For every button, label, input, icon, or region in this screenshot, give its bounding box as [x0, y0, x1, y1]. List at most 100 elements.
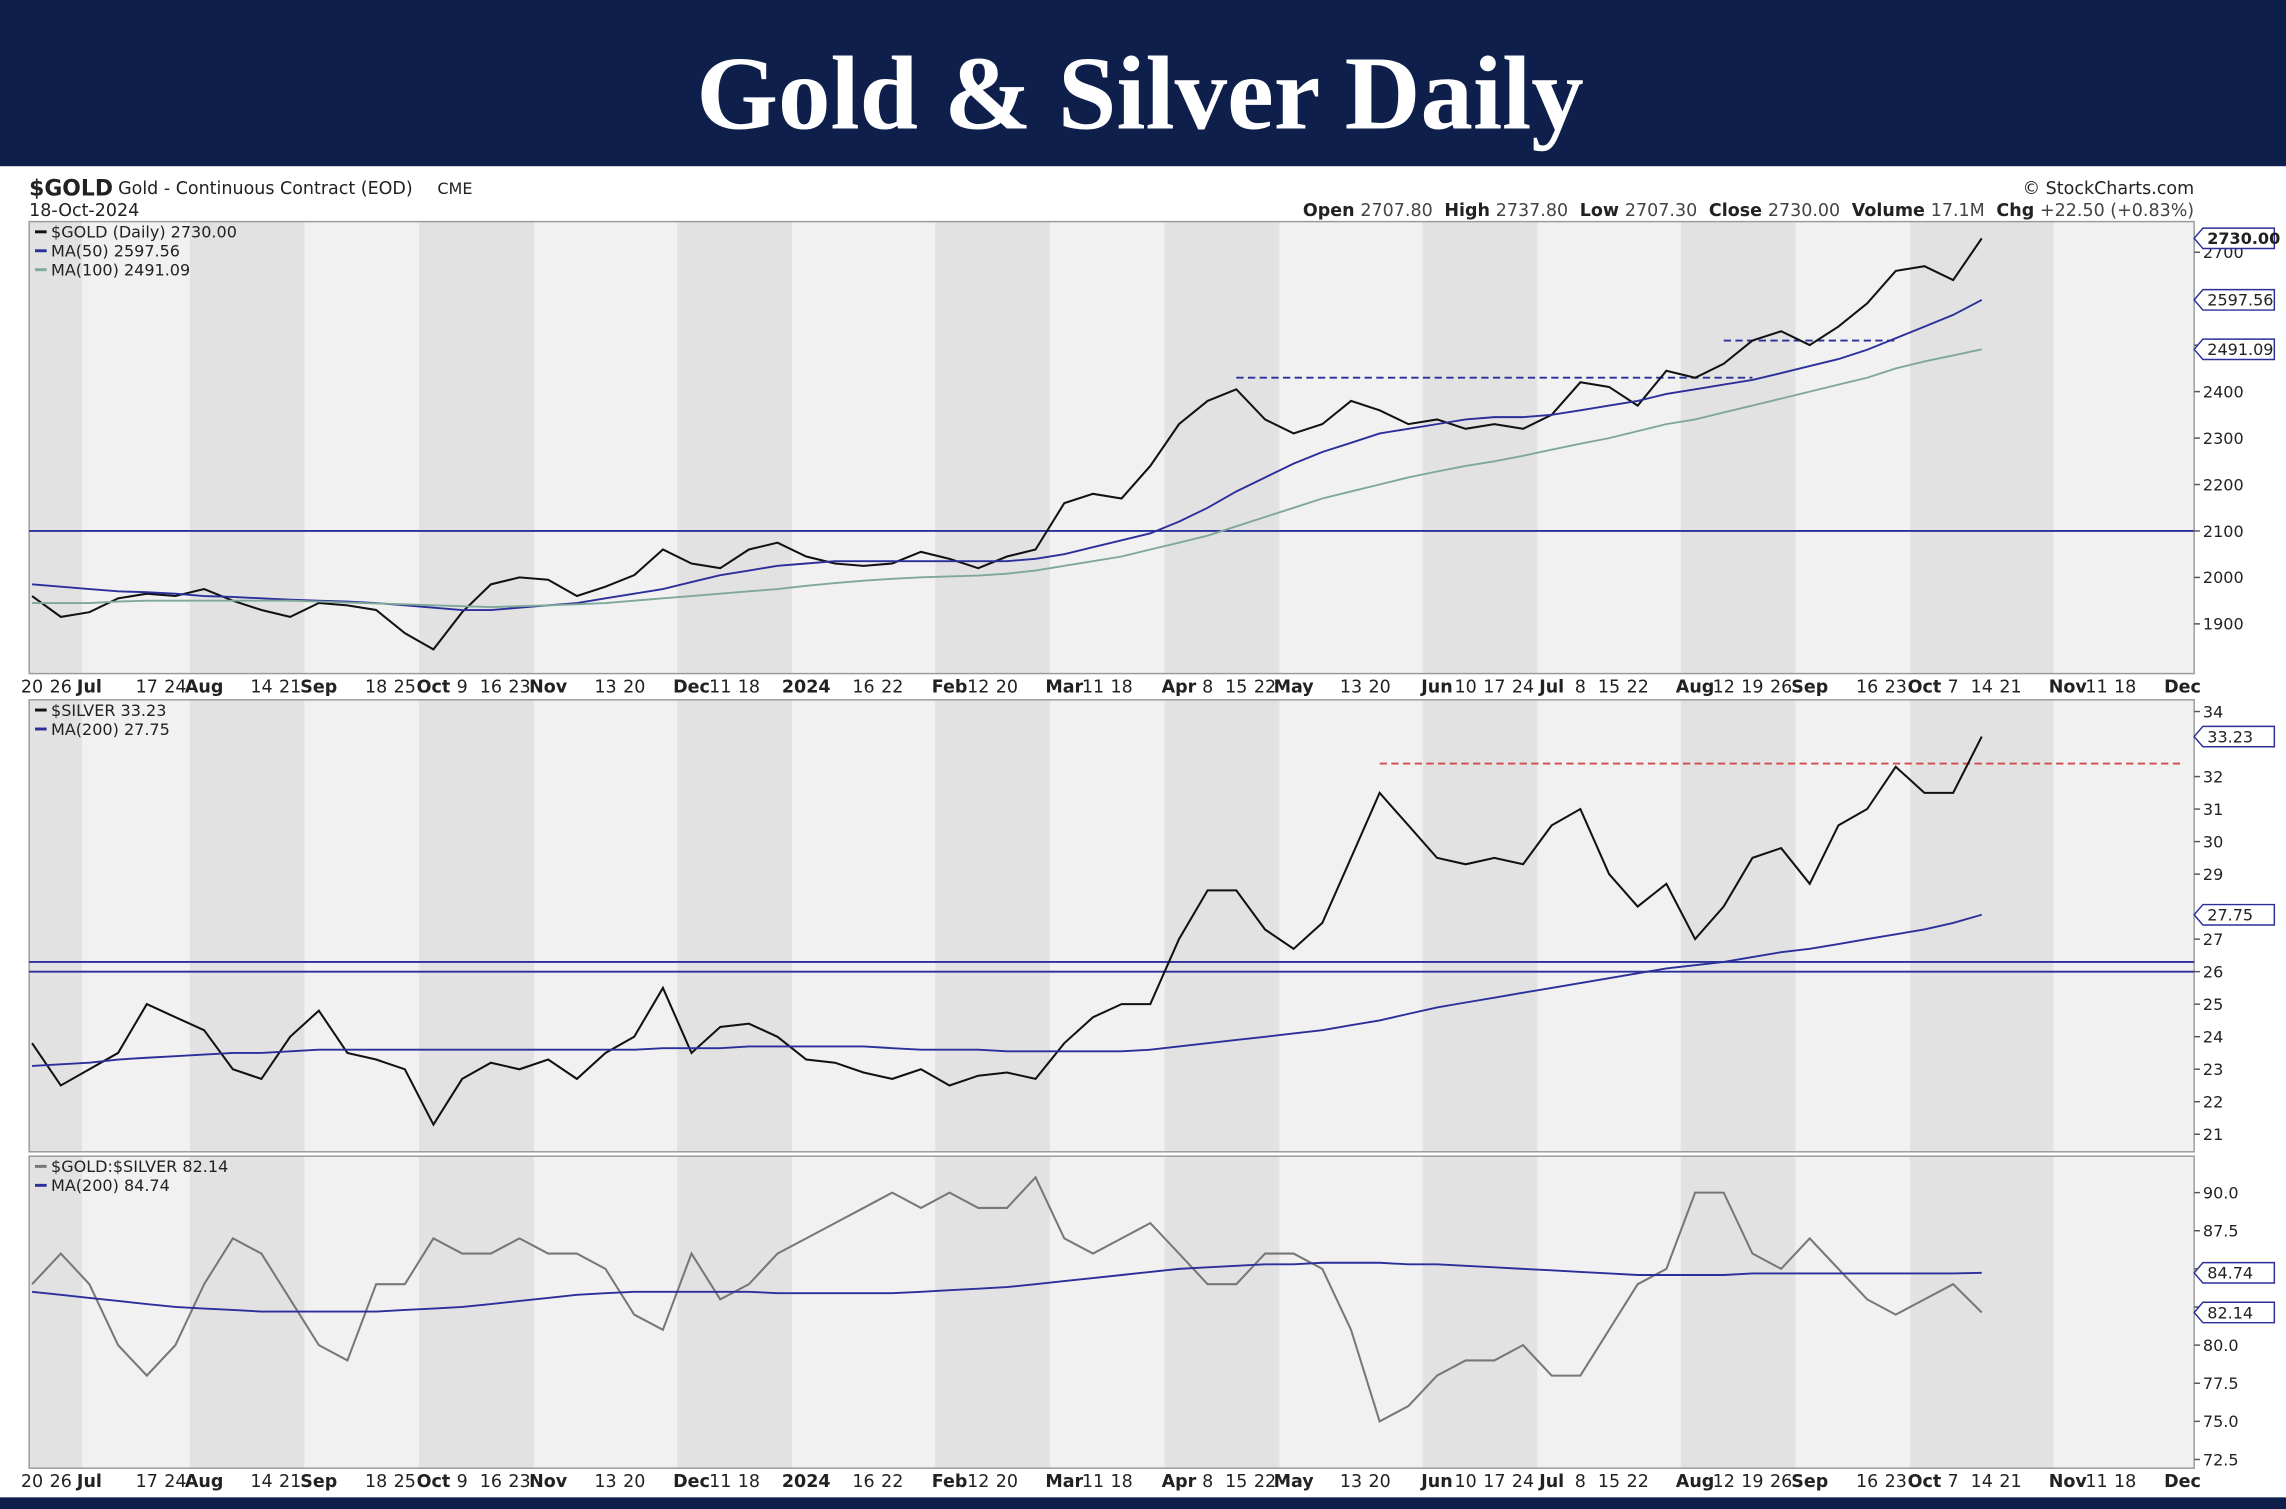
- x-tick-label: Dec: [2164, 678, 2201, 698]
- x-tick-label: 7: [1948, 678, 1959, 698]
- x-tick-label: May: [1274, 678, 1315, 698]
- x-tick-label: Dec: [673, 1472, 710, 1492]
- x-tick-label: 22: [881, 678, 903, 698]
- x-tick-label: 20: [21, 1472, 43, 1492]
- price-tag-label: 2597.56: [2207, 291, 2273, 310]
- y-tick-label: 32: [2203, 767, 2223, 786]
- series-line: [32, 348, 1982, 609]
- month-stripe: [1422, 699, 1538, 1152]
- price-tag-label: 2730.00: [2207, 229, 2280, 248]
- quote-value: 17.1M: [1931, 201, 1985, 221]
- price-tag-label: 82.14: [2207, 1303, 2253, 1322]
- x-tick-label: 11: [2085, 1472, 2107, 1492]
- x-tick-label: Jun: [1420, 1472, 1452, 1492]
- x-tick-label: 16: [852, 1472, 874, 1492]
- x-tick-label: Jun: [1420, 678, 1452, 698]
- x-tick-label: 20: [623, 1472, 645, 1492]
- quote-name: Volume: [1852, 201, 1925, 221]
- x-tick-label: 19: [1741, 678, 1763, 698]
- quote-name: Close: [1709, 201, 1762, 221]
- x-tick-label: 25: [394, 1472, 416, 1492]
- x-tick-label: Nov: [529, 1472, 568, 1492]
- y-tick-label: 77.5: [2203, 1374, 2239, 1393]
- x-tick-label: 18: [2114, 1472, 2136, 1492]
- x-tick-label: 8: [1575, 678, 1586, 698]
- x-tick-label: Aug: [1676, 1472, 1714, 1492]
- y-tick-label: 90.0: [2203, 1183, 2239, 1202]
- y-tick-label: 80.0: [2203, 1336, 2239, 1355]
- x-tick-label: 8: [1202, 678, 1213, 698]
- x-tick-label: Jul: [76, 678, 102, 698]
- x-tick-label: 16: [1856, 678, 1878, 698]
- y-tick-label: 29: [2203, 865, 2223, 884]
- price-tag: [2193, 1301, 2276, 1324]
- x-tick-label: 20: [996, 1472, 1018, 1492]
- quote-value: 2737.80: [1496, 201, 1568, 221]
- x-tick-label: Mar: [1045, 1472, 1083, 1492]
- x-tick-label: 11: [2085, 678, 2107, 698]
- price-tag-label: 27.75: [2207, 906, 2253, 925]
- x-tick-label: Oct: [417, 1472, 451, 1492]
- x-tick-label: 23: [1885, 678, 1907, 698]
- x-tick-label: 25: [394, 678, 416, 698]
- month-stripe: [1680, 699, 1796, 1152]
- month-stripe: [29, 699, 83, 1152]
- month-stripe: [419, 699, 534, 1152]
- x-tick-label: Oct: [1908, 1472, 1942, 1492]
- series-line: [31, 736, 1983, 1127]
- x-tick-label: Sep: [300, 1472, 337, 1492]
- x-tick-label: 12: [1713, 1472, 1735, 1492]
- x-tick-label: Apr: [1162, 1472, 1197, 1492]
- x-tick-label: 17: [1483, 1472, 1505, 1492]
- y-tick-label: 1900: [2203, 615, 2244, 634]
- panel-bg: [29, 221, 2195, 674]
- x-tick-label: 12: [1713, 678, 1735, 698]
- x-tick-label: Oct: [417, 678, 451, 698]
- y-tick-label: 21: [2203, 1125, 2223, 1144]
- month-stripe: [1680, 1156, 1796, 1469]
- x-tick-label: 18: [738, 1472, 760, 1492]
- date: 18-Oct-2024: [29, 201, 139, 221]
- month-stripe: [1164, 699, 1280, 1152]
- x-tick-label: Feb: [932, 1472, 968, 1492]
- x-tick-label: 15: [1225, 678, 1247, 698]
- legend-entry: $SILVER 33.23: [51, 701, 166, 720]
- month-stripe: [1164, 221, 1280, 674]
- month-stripe: [935, 221, 1050, 674]
- quote-name: Low: [1580, 201, 1619, 221]
- x-tick-label: 22: [881, 1472, 903, 1492]
- price-tag: [2193, 903, 2276, 926]
- x-tick-label: Dec: [673, 678, 710, 698]
- x-tick-label: 10: [1455, 678, 1477, 698]
- x-tick-label: 2024: [782, 1472, 831, 1492]
- legend-entry: MA(200) 27.75: [51, 720, 170, 739]
- price-tag: [2193, 725, 2276, 748]
- x-tick-label: Nov: [2049, 678, 2088, 698]
- x-tick-label: Apr: [1162, 678, 1197, 698]
- x-tick-label: Sep: [1791, 678, 1828, 698]
- month-stripe: [677, 1156, 792, 1469]
- x-tick-label: 14: [250, 678, 272, 698]
- month-stripe: [1680, 221, 1796, 674]
- x-tick-label: 15: [1598, 1472, 1620, 1492]
- x-tick-label: 13: [594, 1472, 616, 1492]
- x-tick-label: 14: [250, 1472, 272, 1492]
- page-title: Gold & Silver Daily: [696, 34, 1583, 151]
- quote-name: Chg: [1996, 201, 2034, 221]
- quote-value: 2707.80: [1360, 201, 1432, 221]
- quote-name: High: [1444, 201, 1490, 221]
- x-tick-label: Sep: [1791, 1472, 1828, 1492]
- x-tick-label: 9: [457, 678, 468, 698]
- x-tick-label: 26: [1770, 678, 1792, 698]
- x-tick-label: 18: [1110, 1472, 1132, 1492]
- x-tick-label: 18: [365, 1472, 387, 1492]
- x-tick-label: Sep: [300, 678, 337, 698]
- x-tick-label: 20: [623, 678, 645, 698]
- x-tick-label: 17: [136, 1472, 158, 1492]
- x-tick-label: 18: [365, 678, 387, 698]
- x-tick-label: 11: [1082, 1472, 1104, 1492]
- x-tick-label: Jul: [76, 1472, 102, 1492]
- y-tick-label: 34: [2203, 702, 2223, 721]
